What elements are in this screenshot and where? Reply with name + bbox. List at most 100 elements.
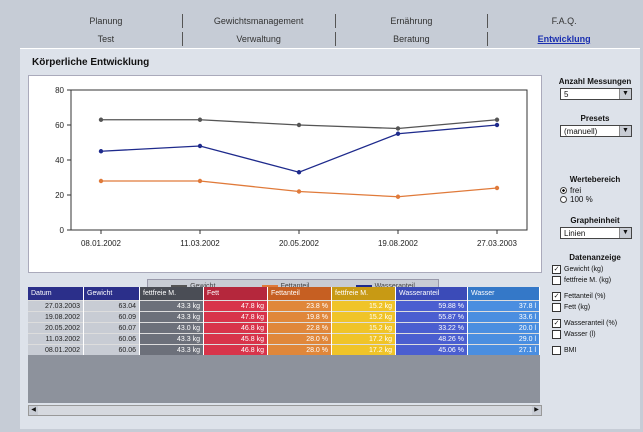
presets-value: (manuell) <box>564 127 598 136</box>
messungen-label: Anzahl Messungen <box>558 77 632 86</box>
table-cell: 08.01.2002 <box>28 344 84 355</box>
chevron-down-icon[interactable]: ▼ <box>619 228 631 238</box>
grundeinheit-label: Grapheinheit <box>570 216 620 225</box>
legend-swatch <box>171 285 188 287</box>
chevron-down-icon[interactable]: ▼ <box>619 126 631 136</box>
checkbox[interactable] <box>552 346 561 355</box>
column-header[interactable]: Fett <box>203 287 268 301</box>
table-cell: 47.8 kg <box>203 300 268 312</box>
checkbox-label: BMI <box>564 347 577 354</box>
radio-frei[interactable]: frei <box>560 186 640 195</box>
tab-row-top: Planung Gewichtsmanagement Ernährung F.A.Q. <box>30 14 640 28</box>
data-point <box>494 185 500 191</box>
data-point <box>98 178 104 184</box>
column-header[interactable]: fettfreie M. <box>139 287 204 301</box>
checkbox[interactable]: ✓ <box>552 319 561 328</box>
presets-select[interactable]: (manuell) ▼ <box>560 125 632 137</box>
grundeinheit-select[interactable]: Linien ▼ <box>560 227 632 239</box>
column-header[interactable]: Wasser <box>467 287 540 301</box>
horizontal-scrollbar[interactable]: ◀ ▶ <box>28 405 542 416</box>
table-cell: 48.26 % <box>395 333 468 345</box>
data-table: Datum Gewicht fettfreie M. Fett Fettanteil fe… <box>28 287 540 403</box>
checkbox-item[interactable]: Fett (kg) <box>552 302 640 313</box>
datenanzeige-label: Datenanzeige <box>569 253 621 262</box>
tab-planung[interactable]: Planung <box>89 16 123 26</box>
tab-verwaltung[interactable]: Verwaltung <box>181 32 335 46</box>
column-header[interactable]: Wasseranteil <box>395 287 468 301</box>
table-cell: 45.8 kg <box>203 333 268 345</box>
x-tick-label: 11.03.2002 <box>180 239 220 248</box>
table-cell: 15.2 kg <box>331 322 396 334</box>
table-row[interactable]: 20.05.2002 60.07 43.0 kg 46.8 kg 22.8 % 15.2 … <box>28 322 540 334</box>
data-point <box>296 170 302 175</box>
checkbox-list: ✓ Gewicht (kg) fettfreie M. (kg) ✓ Fettantei… <box>550 264 640 356</box>
chart-svg: 0 20 40 60 80 08.01.2002 11.03.2002 20.05.2002 1… <box>55 86 528 248</box>
y-tick-label: 80 <box>55 86 64 95</box>
legend-item: Gewicht <box>171 283 215 290</box>
checkbox-item[interactable]: Wasser (l) <box>552 329 640 340</box>
radio-dot[interactable] <box>560 187 567 194</box>
table-cell: 23.8 % <box>267 300 332 312</box>
table-row[interactable]: 11.03.2002 60.06 43.3 kg 45.8 kg 28.0 % 17.2 … <box>28 333 540 345</box>
scroll-right-icon[interactable]: ▶ <box>532 406 541 415</box>
table-cell: 43.3 kg <box>139 333 204 345</box>
tab-test[interactable]: Test <box>97 34 115 44</box>
table-cell: 63.04 <box>83 300 140 312</box>
tab-gewichtsmanagement[interactable]: Gewichtsmanagement <box>181 14 335 28</box>
checkbox-label: Fettanteil (%) <box>564 293 606 300</box>
measurements-table: Datum Gewicht fettfreie M. Fett Fettanteil fe… <box>28 287 540 355</box>
column-header[interactable]: Gewicht <box>83 287 140 301</box>
tab-entwicklung[interactable]: Entwicklung <box>487 32 640 46</box>
radio-100-label: 100 % <box>570 195 593 204</box>
checkbox[interactable] <box>552 330 561 339</box>
table-cell: 20.05.2002 <box>28 322 84 334</box>
table-cell: 60.06 <box>83 333 140 345</box>
messungen-select[interactable]: 5 ▼ <box>560 88 632 100</box>
checkbox-item[interactable]: BMI <box>552 345 640 356</box>
column-header[interactable]: Datum <box>28 287 84 301</box>
y-tick-label: 0 <box>60 226 65 235</box>
wertebereich-label: Wertebereich <box>569 175 621 184</box>
table-cell: 22.8 % <box>267 322 332 334</box>
table-cell: 43.3 kg <box>139 311 204 323</box>
checkbox-label: Gewicht (kg) <box>564 266 604 273</box>
table-row[interactable]: 08.01.2002 60.06 43.3 kg 46.8 kg 28.0 % 17.2 … <box>28 344 540 355</box>
table-row[interactable]: 19.08.2002 60.09 43.3 kg 47.8 kg 19.8 % 15.2 … <box>28 311 540 323</box>
data-point <box>197 117 203 122</box>
column-header[interactable]: fettfreie M. <box>331 287 396 301</box>
tab-faq[interactable]: F.A.Q. <box>487 14 640 28</box>
checkbox-item[interactable]: ✓ Fettanteil (%) <box>552 291 640 302</box>
checkbox-item[interactable]: fettfreie M. (kg) <box>552 275 640 286</box>
checkbox-label: fettfreie M. (kg) <box>564 277 612 284</box>
x-tick-label: 27.03.2003 <box>477 239 518 248</box>
development-panel: Körperliche Entwicklung 0 20 40 60 80 08.01.2… <box>20 48 640 429</box>
legend-label: Gewicht <box>190 282 216 290</box>
scroll-left-icon[interactable]: ◀ <box>29 406 38 415</box>
column-header[interactable]: Fettanteil <box>267 287 332 301</box>
x-tick-label: 20.05.2002 <box>279 239 320 248</box>
checkbox[interactable]: ✓ <box>552 292 561 301</box>
line-chart: 0 20 40 60 80 08.01.2002 11.03.2002 20.05.2002 1… <box>28 75 542 293</box>
radio-100[interactable]: 100 % <box>560 195 640 204</box>
legend-item: Wasseranteil <box>355 283 415 290</box>
checkbox[interactable] <box>552 303 561 312</box>
table-cell: 43.3 kg <box>139 344 204 355</box>
radio-dot[interactable] <box>560 196 567 203</box>
checkbox-label: Wasseranteil (%) <box>564 320 618 327</box>
checkbox-item[interactable]: ✓ Gewicht (kg) <box>552 264 640 275</box>
data-point <box>98 149 104 154</box>
y-tick-label: 40 <box>55 156 64 165</box>
checkbox[interactable] <box>552 276 561 285</box>
checkbox[interactable]: ✓ <box>552 265 561 274</box>
data-point <box>197 143 203 149</box>
tab-beratung[interactable]: Beratung <box>334 32 488 46</box>
table-row[interactable]: 27.03.2003 63.04 43.3 kg 47.8 kg 23.8 % 15.2 … <box>28 300 540 312</box>
checkbox-item[interactable]: ✓ Wasseranteil (%) <box>552 318 640 329</box>
tab-ernährung[interactable]: Ernährung <box>334 14 488 28</box>
legend-item: Fettanteil <box>261 283 309 290</box>
table-cell: 55.87 % <box>395 311 468 323</box>
table-cell: 37.8 l <box>467 300 540 312</box>
radio-frei-label: frei <box>570 186 582 195</box>
legend-swatch <box>355 285 372 287</box>
chevron-down-icon[interactable]: ▼ <box>619 89 631 99</box>
